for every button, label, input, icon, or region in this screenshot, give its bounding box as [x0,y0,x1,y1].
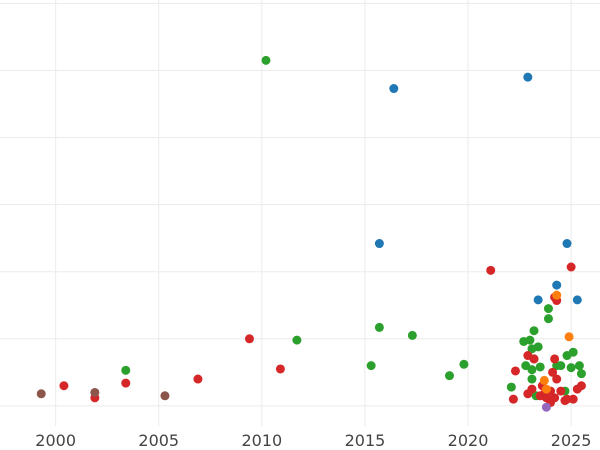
data-point-s2-5 [275,364,285,374]
data-point-s1-23 [527,374,537,384]
data-point-s1-7 [121,365,131,375]
data-point-s1-25 [506,382,516,392]
data-point-s1-21 [576,369,586,379]
data-point-s0-2 [374,239,384,249]
data-point-s2-31 [550,393,560,403]
data-point-s2-30 [523,389,533,399]
x-tick-label-5: 2025 [551,431,592,450]
data-point-s0-1 [523,72,533,82]
data-point-s1-12 [519,336,529,346]
data-point-s2-22 [556,386,566,396]
x-tick-label-2: 2010 [241,431,282,450]
data-point-s3-2 [160,391,170,401]
data-point-s2-21 [552,374,562,384]
x-tick-label-3: 2015 [345,431,386,450]
data-point-s0-5 [533,295,543,305]
data-point-s5-0 [541,402,551,412]
data-point-s2-25 [568,394,578,404]
data-point-s2-20 [550,354,560,364]
points-layer [36,55,586,412]
data-point-s2-4 [244,334,254,344]
data-point-s1-20 [574,361,584,371]
data-point-s1-27 [521,361,531,371]
data-point-s1-3 [407,330,417,340]
data-point-s4-3 [541,384,551,394]
data-point-s1-5 [459,359,469,369]
data-point-s4-0 [552,290,562,300]
data-point-s1-9 [529,326,539,336]
data-point-s2-7 [566,262,576,272]
data-point-s0-3 [562,239,572,249]
data-point-s2-6 [486,265,496,275]
x-tick-label-0: 2000 [35,431,76,450]
data-point-s1-11 [543,304,553,314]
data-point-s1-0 [261,55,271,65]
data-point-s4-2 [539,375,549,385]
data-point-s1-1 [374,322,384,332]
data-point-s0-6 [572,295,582,305]
data-point-s2-11 [508,394,518,404]
data-point-s1-2 [292,335,302,345]
data-point-s1-19 [568,347,578,357]
x-axis-tick-labels: 2000 2005 2010 2015 2020 2025 [35,431,591,450]
data-point-s1-6 [444,371,454,381]
data-point-s1-4 [366,361,376,371]
data-point-s2-19 [548,367,558,377]
data-point-s2-29 [535,391,545,401]
x-tick-label-1: 2005 [138,431,179,450]
data-point-s2-24 [562,394,572,404]
data-point-s1-14 [527,344,537,354]
data-point-s2-14 [529,354,539,364]
data-point-s2-2 [121,378,131,388]
data-point-s1-10 [543,314,553,324]
data-point-s0-0 [389,84,399,94]
data-point-s1-16 [535,362,545,372]
data-point-s2-3 [193,374,203,384]
data-point-s3-1 [90,387,100,397]
data-point-s2-10 [510,366,520,376]
data-point-s2-27 [576,381,586,391]
data-point-s2-0 [59,381,69,391]
x-tick-label-4: 2020 [448,431,489,450]
data-point-s1-22 [566,363,576,373]
data-point-s0-4 [552,280,562,290]
data-point-s4-1 [564,332,574,342]
grid-layer [0,0,600,426]
data-point-s3-0 [36,389,46,399]
